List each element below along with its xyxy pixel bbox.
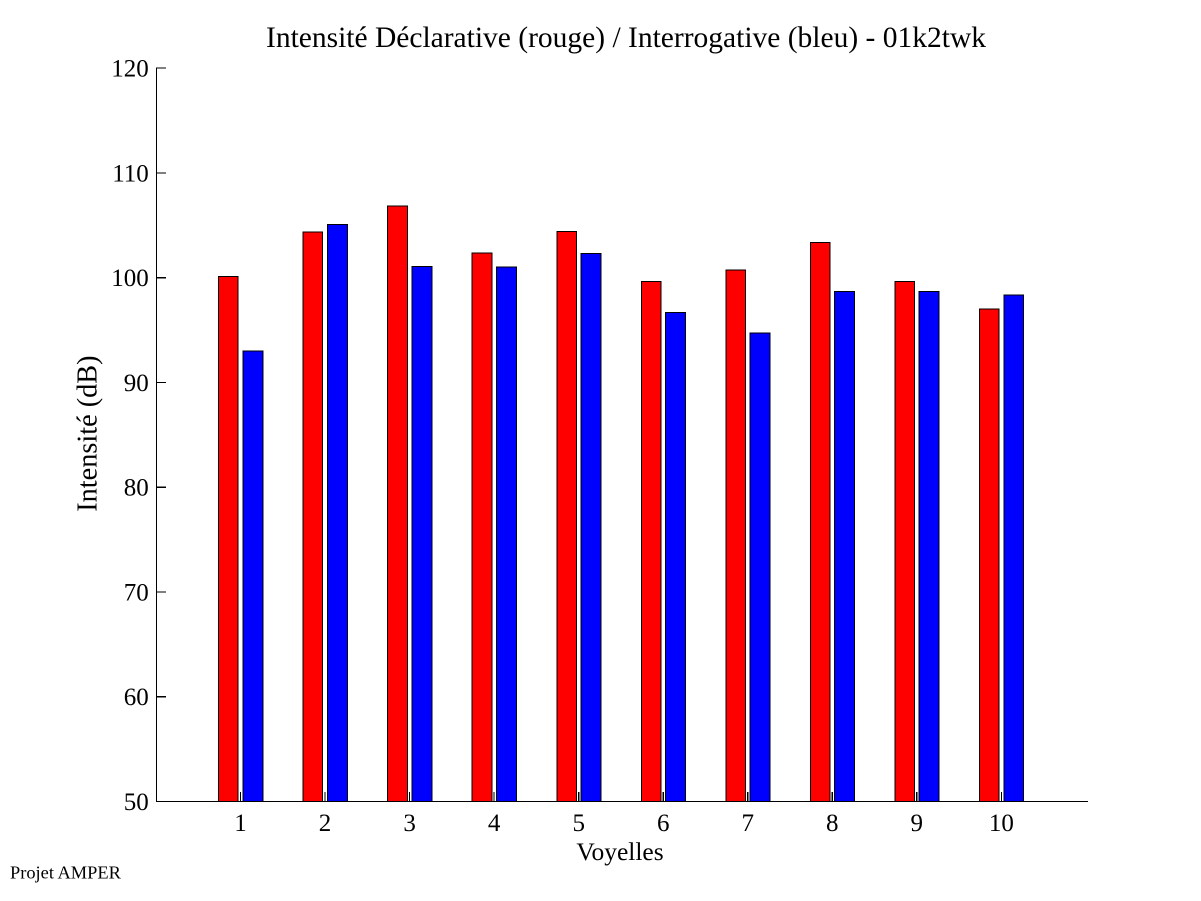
svg-text:3: 3 bbox=[403, 810, 416, 837]
svg-text:80: 80 bbox=[124, 475, 149, 502]
svg-text:110: 110 bbox=[112, 160, 149, 187]
svg-text:8: 8 bbox=[826, 810, 839, 837]
svg-text:4: 4 bbox=[488, 810, 501, 837]
svg-text:9: 9 bbox=[911, 810, 924, 837]
svg-text:Intensité Déclarative (rouge): Intensité Déclarative (rouge) / Interrog… bbox=[266, 22, 986, 54]
svg-text:60: 60 bbox=[124, 684, 149, 711]
svg-text:120: 120 bbox=[111, 56, 149, 83]
svg-text:Voyelles: Voyelles bbox=[576, 837, 663, 866]
svg-text:Intensité (dB): Intensité (dB) bbox=[73, 355, 104, 511]
svg-text:Projet AMPER: Projet AMPER bbox=[10, 863, 122, 883]
svg-text:70: 70 bbox=[124, 579, 149, 606]
svg-text:50: 50 bbox=[124, 789, 149, 816]
svg-text:100: 100 bbox=[111, 265, 149, 292]
svg-text:7: 7 bbox=[741, 810, 754, 837]
svg-text:10: 10 bbox=[989, 810, 1014, 837]
svg-text:5: 5 bbox=[572, 810, 585, 837]
svg-text:1: 1 bbox=[234, 810, 247, 837]
svg-text:6: 6 bbox=[657, 810, 670, 837]
svg-text:2: 2 bbox=[319, 810, 332, 837]
svg-text:90: 90 bbox=[124, 370, 149, 397]
